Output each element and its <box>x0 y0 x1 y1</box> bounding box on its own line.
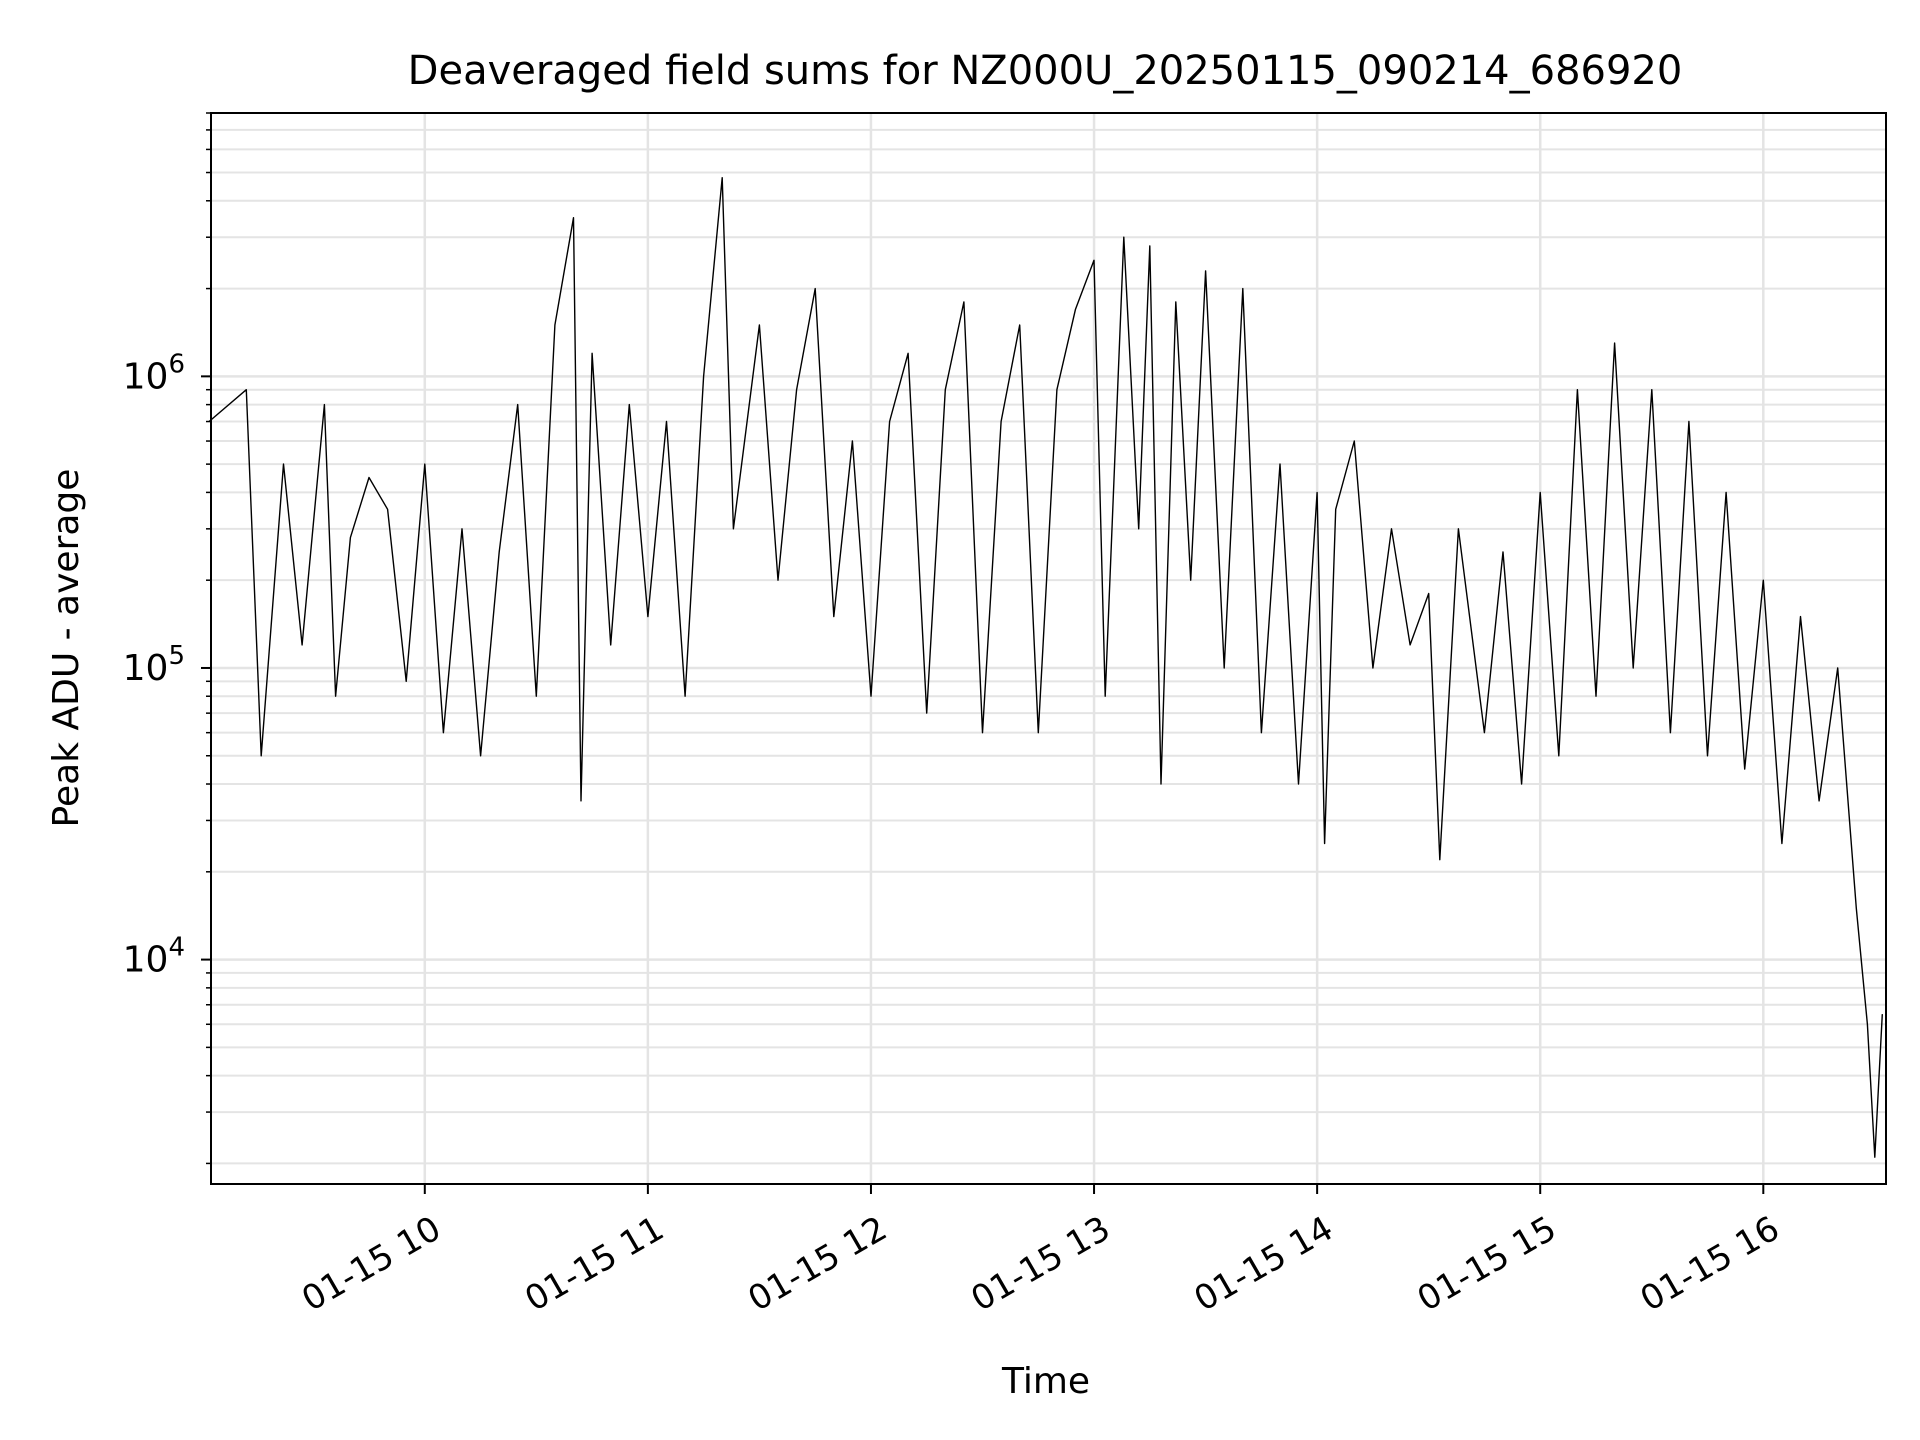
plot-frame <box>210 112 1887 1185</box>
y-tick-label: 105 <box>123 641 185 689</box>
y-tick-label: 104 <box>123 933 185 981</box>
y-tick-label-exponent: 5 <box>168 641 185 671</box>
y-tick-label-base: 10 <box>123 648 169 689</box>
y-tick-label: 106 <box>123 349 185 397</box>
y-tick-label-exponent: 4 <box>168 933 185 963</box>
y-tick-label-exponent: 6 <box>168 349 185 379</box>
y-tick-label-base: 10 <box>123 940 169 981</box>
chart-title: Deaveraged field sums for NZ000U_2025011… <box>408 48 1683 94</box>
series-line-0 <box>208 177 1883 1158</box>
y-tick-label-base: 10 <box>123 356 169 397</box>
x-axis-label: Time <box>1001 1361 1090 1402</box>
y-axis-label: Peak ADU - average <box>46 469 87 828</box>
series-group <box>208 177 1883 1158</box>
